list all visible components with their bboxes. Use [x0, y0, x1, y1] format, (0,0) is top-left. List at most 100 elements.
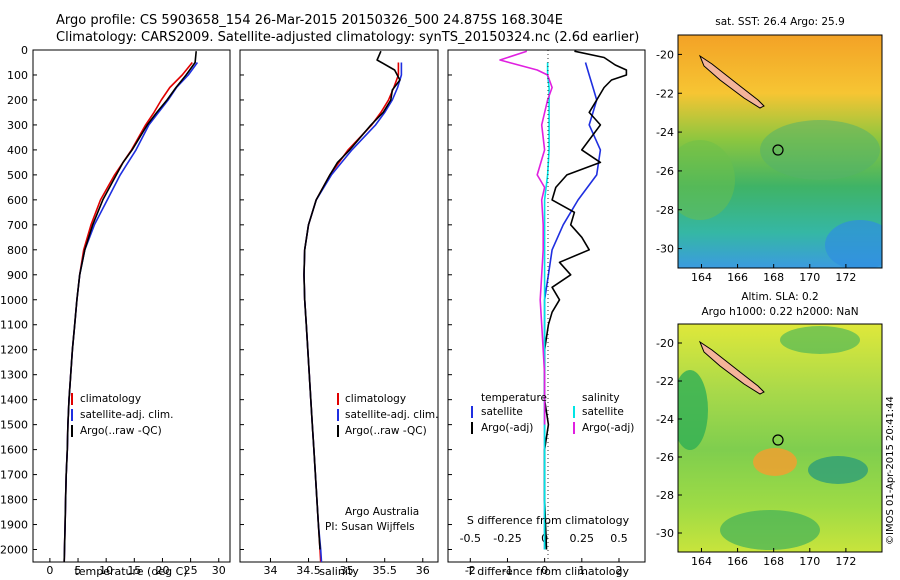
x-tick-label: 25 — [184, 564, 198, 577]
depth-tick-label: 1800 — [0, 494, 28, 507]
x-tick-label: 0 — [541, 564, 548, 577]
x-tick-label: 34.5 — [296, 564, 321, 577]
temperature-legend: climatology satellite-adj. clim. Argo(..… — [71, 393, 173, 437]
depth-tick-label: 0 — [21, 44, 28, 57]
series-line-satellite-adj-clim — [63, 62, 199, 563]
legend-s-title: salinity — [582, 392, 620, 404]
map-lon-label: 172 — [835, 555, 856, 568]
argo-float-location — [772, 144, 784, 156]
x-tick-label: 20 — [155, 564, 169, 577]
x-tick-label: 1 — [578, 564, 585, 577]
legend-argo: Argo(..raw -QC) — [345, 425, 427, 437]
depth-tick-label: 1000 — [0, 294, 28, 307]
new-caledonia-landmass — [698, 54, 765, 109]
map-lat-label: -28 — [656, 204, 674, 217]
header-line-1: Argo profile: CS 5903658_154 26-Mar-2015… — [56, 13, 564, 28]
header-line-2: Climatology: CARS2009. Satellite-adjuste… — [56, 30, 640, 45]
s-difference-label: S difference from climatology — [467, 514, 630, 527]
sst-map-title: sat. SST: 26.4 Argo: 25.9 — [715, 16, 845, 28]
depth-tick-label: 800 — [7, 244, 28, 257]
sst-anomaly-patch — [760, 120, 880, 180]
sst-map: sat. SST: 26.4 Argo: 25.9 -20-22-24-26-2… — [656, 16, 883, 284]
sla-anomaly-patch — [753, 448, 797, 476]
profile-series — [63, 50, 628, 563]
difference-xlabel: T difference from climatology — [466, 565, 629, 578]
sla-map: Altim. SLA: 0.2 Argo h1000: 0.22 h2000: … — [656, 291, 883, 568]
sla-anomaly-patch — [720, 510, 820, 550]
difference-legend: temperature satellite Argo(-adj) salinit… — [471, 392, 634, 434]
x-tick-label: 5 — [75, 564, 82, 577]
series-line-climatology — [303, 62, 400, 563]
series-line-satellite-adj-clim — [303, 62, 403, 563]
salinity-legend: climatology satellite-adj. clim. Argo(..… — [337, 393, 438, 437]
salinity-xlabel: salinity — [319, 565, 359, 578]
x-tick-label: -1 — [502, 564, 513, 577]
x-tick-label: 0 — [46, 564, 53, 577]
depth-tick-label: 1900 — [0, 519, 28, 532]
depth-tick-label: 1700 — [0, 469, 28, 482]
depth-tick-label: 900 — [7, 269, 28, 282]
sla-map-title-1: Altim. SLA: 0.2 — [741, 291, 818, 303]
depth-tick-label: 300 — [7, 119, 28, 132]
x-tick-label: 10 — [99, 564, 113, 577]
map-lat-label: -24 — [656, 413, 674, 426]
map-lat-label: -30 — [656, 243, 674, 256]
depth-tick-label: 500 — [7, 169, 28, 182]
map-lon-label: 170 — [799, 555, 820, 568]
s-tick-label: 0.25 — [570, 532, 595, 545]
depth-tick-label: 1600 — [0, 444, 28, 457]
map-lat-label: -26 — [656, 451, 674, 464]
map-lat-label: -20 — [656, 337, 674, 350]
map-lon-label: 166 — [727, 271, 748, 284]
legend-argo: Argo(..raw -QC) — [80, 425, 162, 437]
figure-header: Argo profile: CS 5903658_154 26-Mar-2015… — [56, 12, 639, 46]
legend-s-satellite: satellite — [582, 406, 624, 418]
temperature-xlabel: temperature (deg C) — [74, 565, 187, 578]
legend-climatology: climatology — [80, 393, 141, 405]
new-caledonia-landmass — [698, 340, 765, 395]
depth-tick-label: 700 — [7, 219, 28, 232]
depth-tick-label: 400 — [7, 144, 28, 157]
depth-tick-label: 600 — [7, 194, 28, 207]
legend-satellite: satellite-adj. clim. — [345, 409, 438, 421]
legend-t-title: temperature — [481, 392, 547, 404]
depth-tick-label: 1100 — [0, 319, 28, 332]
legend-climatology: climatology — [345, 393, 406, 405]
x-axes: 0 5 10 15 20 25 30 34 34.5 35 35.5 36 -2 -1 0 1 2 -0.5 -0.… — [46, 532, 627, 577]
map-lat-label: -30 — [656, 527, 674, 540]
sla-anomaly-patch — [678, 370, 708, 450]
temperature-panel-frame — [32, 49, 231, 563]
x-tick-label: -2 — [465, 564, 476, 577]
map-lon-label: 166 — [727, 555, 748, 568]
series-line-temperature-argo-adj — [543, 50, 628, 550]
argo-float-location — [772, 434, 784, 446]
depth-tick-label: 200 — [7, 94, 28, 107]
map-lon-label: 168 — [763, 555, 784, 568]
series-line-salinity-satellite — [543, 62, 550, 550]
map-lat-label: -26 — [656, 165, 674, 178]
map-lon-label: 172 — [835, 271, 856, 284]
sla-anomaly-patch — [808, 456, 868, 484]
map-lat-label: -24 — [656, 126, 674, 139]
x-tick-label: 34 — [263, 564, 277, 577]
depth-tick-label: 2000 — [0, 544, 28, 557]
map-lon-label: 164 — [691, 271, 712, 284]
sst-map-frame — [677, 34, 883, 269]
x-tick-label: 2 — [615, 564, 622, 577]
s-tick-label: -0.25 — [493, 532, 521, 545]
map-lat-label: -22 — [656, 87, 674, 100]
sla-anomaly-patch — [780, 326, 860, 354]
sst-anomaly-patch — [678, 140, 735, 220]
s-tick-label: -0.5 — [460, 532, 481, 545]
map-lon-label: 164 — [691, 555, 712, 568]
s-tick-label: 0.5 — [610, 532, 628, 545]
depth-tick-label: 1200 — [0, 344, 28, 357]
legend-t-satellite: satellite — [481, 406, 523, 418]
map-lon-label: 168 — [763, 271, 784, 284]
copyright-stamp: ©IMOS 01-Apr-2015 20:41:44 — [885, 396, 896, 545]
sst-anomaly-patch — [825, 220, 882, 268]
series-line-argo-raw-qc — [63, 51, 197, 563]
legend-satellite: satellite-adj. clim. — [80, 409, 173, 421]
salinity-panel-frame — [239, 49, 439, 563]
